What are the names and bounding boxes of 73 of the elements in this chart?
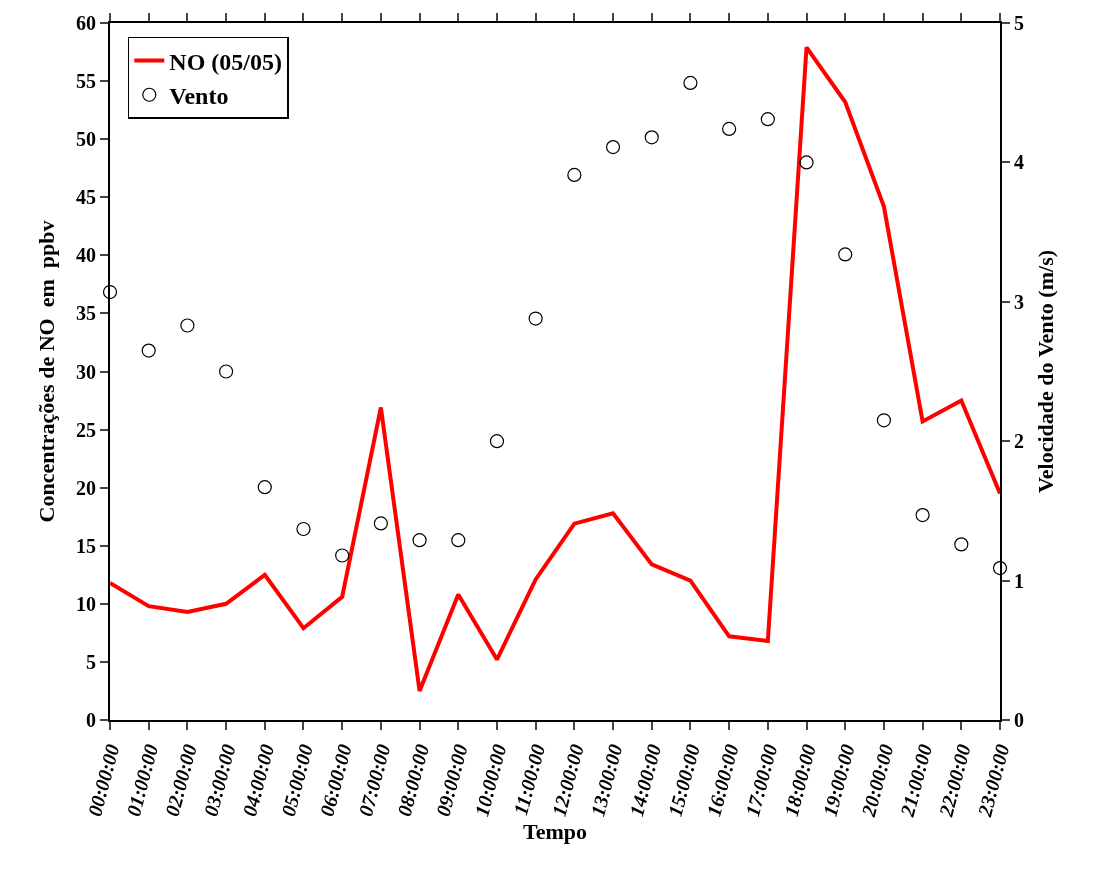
point bbox=[954, 537, 969, 552]
y-tick-label: 20 bbox=[76, 476, 96, 499]
x-tick-label: 05:00:00 bbox=[276, 741, 317, 819]
x-tick-label: 07:00:00 bbox=[354, 741, 395, 819]
x-tick-label: 19:00:00 bbox=[818, 741, 859, 819]
y-tick-label: 55 bbox=[76, 70, 96, 93]
y-tick-label: 30 bbox=[76, 360, 96, 383]
x-tick-label: 17:00:00 bbox=[741, 741, 782, 819]
x-tick-label: 00:00:00 bbox=[83, 741, 124, 819]
x-tick-label: 03:00:00 bbox=[199, 741, 240, 819]
y2-tick-label: 0 bbox=[1014, 709, 1024, 731]
point bbox=[644, 130, 659, 145]
x-tick-label: 06:00:00 bbox=[315, 741, 356, 819]
point bbox=[296, 521, 311, 537]
y-tick-label: 60 bbox=[76, 12, 96, 34]
x-tick-label: 23:00:00 bbox=[973, 741, 1014, 820]
point bbox=[257, 480, 272, 495]
point bbox=[915, 507, 930, 523]
point bbox=[373, 516, 388, 531]
x-tick-label: 08:00:00 bbox=[392, 741, 434, 819]
point bbox=[528, 311, 543, 326]
y-axis-title: Concentrações de NO em ppbv bbox=[34, 220, 60, 523]
y-tick-label: 0 bbox=[86, 709, 96, 731]
x-tick-label: 22:00:00 bbox=[934, 741, 975, 820]
x-tick-label: 02:00:00 bbox=[160, 741, 201, 819]
point bbox=[489, 434, 505, 449]
x-tick-label: 15:00:00 bbox=[663, 741, 704, 819]
x-tick-label: 10:00:00 bbox=[470, 741, 511, 819]
point bbox=[722, 121, 737, 137]
y-tick-label: 50 bbox=[76, 128, 96, 151]
x-tick-label: 01:00:00 bbox=[121, 741, 163, 819]
point bbox=[335, 548, 350, 563]
point bbox=[141, 343, 156, 358]
x-tick-label: 11:00:00 bbox=[509, 741, 550, 818]
legend-label: Vento bbox=[169, 83, 229, 110]
y-tick-label: 35 bbox=[76, 302, 96, 325]
x-tick-label: 13:00:00 bbox=[586, 741, 627, 819]
point bbox=[799, 155, 814, 170]
point bbox=[180, 318, 195, 333]
x-tick-label: 12:00:00 bbox=[547, 741, 588, 819]
y-tick-label: 15 bbox=[76, 534, 96, 557]
y2-tick-label: 3 bbox=[1014, 290, 1024, 313]
point bbox=[412, 533, 427, 548]
point bbox=[683, 75, 698, 91]
x-axis-title: Tempo bbox=[523, 818, 587, 844]
x-tick-label: 18:00:00 bbox=[779, 741, 821, 819]
y2-tick-label: 1 bbox=[1014, 569, 1024, 592]
point bbox=[876, 413, 892, 428]
y-tick-label: 5 bbox=[86, 650, 96, 673]
point bbox=[992, 560, 1008, 576]
line-series bbox=[110, 45, 1000, 693]
x-tick-label: 21:00:00 bbox=[895, 741, 937, 820]
point bbox=[451, 533, 466, 548]
point bbox=[219, 364, 234, 379]
y-tick-label: 25 bbox=[76, 418, 96, 441]
y-tick-label: 10 bbox=[76, 592, 96, 615]
y2-tick-label: 4 bbox=[1014, 151, 1024, 174]
point bbox=[102, 284, 118, 300]
x-tick-label: 20:00:00 bbox=[856, 741, 898, 820]
legend-label: NO (05/05) bbox=[169, 48, 282, 75]
y2-tick-label: 2 bbox=[1014, 430, 1024, 453]
y-tick-label: 40 bbox=[76, 244, 96, 267]
point bbox=[838, 247, 853, 262]
x-tick-label: 04:00:00 bbox=[238, 741, 279, 819]
y2-tick-label: 5 bbox=[1014, 12, 1024, 34]
x-tick-label: 14:00:00 bbox=[625, 741, 666, 819]
x-tick-label: 16:00:00 bbox=[702, 741, 743, 819]
point bbox=[760, 112, 775, 127]
y-tick-label: 45 bbox=[76, 186, 96, 209]
y2-axis-title: Velocidade do Vento (m/s) bbox=[1033, 249, 1059, 494]
point bbox=[567, 167, 582, 183]
point bbox=[605, 139, 621, 155]
x-tick-label: 09:00:00 bbox=[431, 741, 472, 819]
